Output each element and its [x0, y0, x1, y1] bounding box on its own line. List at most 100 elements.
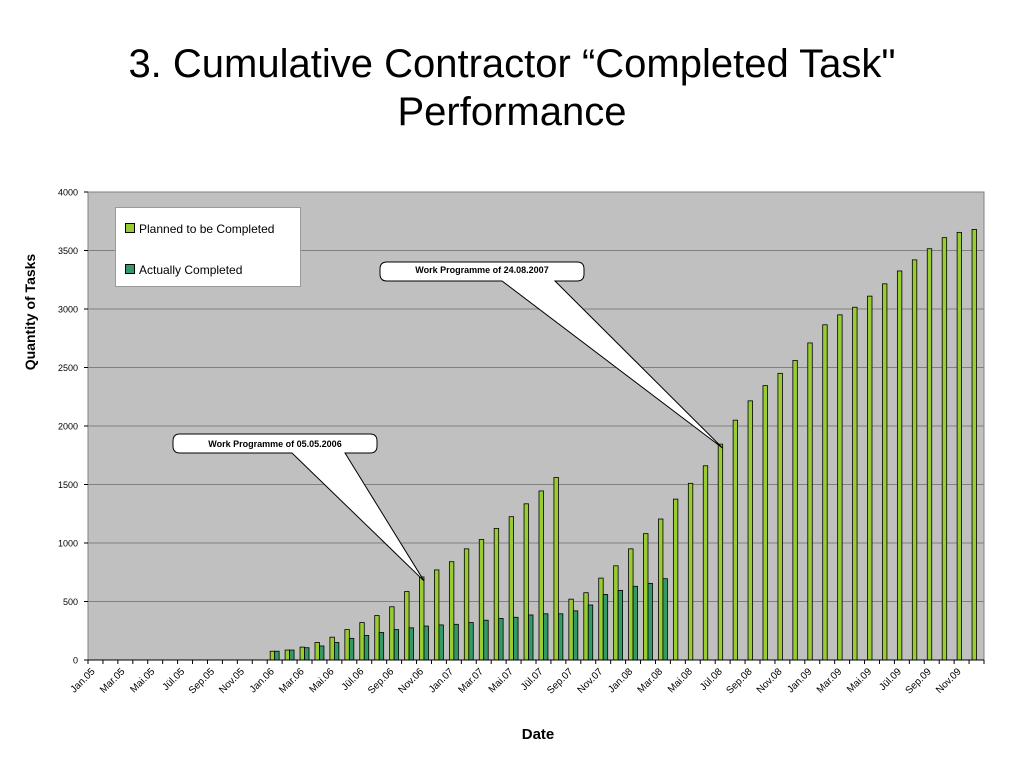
x-tick-label: Sep.07	[545, 666, 575, 696]
x-tick-label: Nov.07	[576, 666, 606, 696]
bar-planned	[643, 533, 649, 661]
bar-planned	[284, 649, 290, 661]
bar-planned	[344, 629, 350, 661]
bar-actual	[378, 632, 385, 661]
bar-planned	[702, 465, 709, 661]
legend-label-actual: Actually Completed	[139, 263, 243, 277]
bar-planned	[911, 259, 918, 661]
bar-actual	[587, 604, 594, 661]
bar-actual	[632, 585, 638, 661]
x-tick-label: Jan.06	[248, 666, 277, 695]
x-tick-label: Jül.07	[519, 666, 546, 693]
x-tick-label: Sep.05	[187, 666, 217, 696]
bar-planned	[404, 591, 410, 661]
title-line-2: Performance	[397, 90, 627, 134]
bar-planned	[956, 231, 962, 661]
legend-label-planned: Planned to be Completed	[139, 222, 275, 236]
x-tick-label: Nov.09	[934, 666, 964, 696]
bar-planned	[926, 248, 933, 661]
x-tick-label: Mai.06	[308, 666, 337, 695]
callout-2007	[379, 261, 724, 449]
legend-item-planned: Planned to be Completed	[125, 222, 274, 236]
bar-actual	[647, 582, 653, 661]
x-tick-label: Mar.06	[277, 666, 307, 696]
bar-actual	[468, 622, 474, 661]
callout-text-2007: Work Programme of 24.08.2007	[415, 265, 549, 275]
legend-swatch-planned	[125, 223, 135, 233]
bar-planned	[598, 577, 604, 661]
bar-actual	[662, 578, 668, 661]
bar-actual	[304, 647, 310, 661]
bar-planned	[687, 482, 694, 661]
bar-actual	[453, 623, 459, 661]
y-tick-label: 500	[63, 597, 78, 607]
bar-planned	[434, 569, 440, 661]
bar-planned	[896, 270, 903, 661]
bar-actual	[393, 629, 400, 661]
x-tick-label: Jül.06	[340, 666, 367, 693]
bar-actual	[572, 610, 579, 661]
y-tick-label: 4000	[58, 188, 78, 198]
x-tick-label: Jan.05	[69, 666, 98, 695]
bar-planned	[329, 636, 335, 661]
bar-planned	[269, 650, 276, 661]
bar-planned	[463, 548, 470, 661]
x-tick-label: Mai.07	[487, 666, 516, 695]
bar-actual	[498, 618, 504, 661]
x-tick-label: Nov.06	[396, 666, 426, 696]
y-tick-label: 1500	[58, 480, 78, 490]
bar-planned	[568, 598, 574, 661]
bar-actual	[408, 627, 414, 661]
callouts	[172, 261, 724, 582]
bar-planned	[852, 306, 858, 661]
bar-planned	[359, 622, 365, 661]
x-tick-label: Nov.05	[217, 666, 247, 696]
y-axis-title: Quantity of Tasks	[22, 253, 38, 371]
y-tick-label: 1000	[58, 539, 78, 549]
bar-planned	[583, 592, 589, 661]
bar-actual	[528, 614, 534, 661]
bar-actual	[274, 650, 280, 661]
bar-planned	[717, 443, 724, 661]
bar-planned	[747, 400, 753, 661]
x-tick-label: Jül.08	[698, 666, 725, 693]
bar-planned	[478, 539, 485, 661]
legend: Planned to be Completed Actually Complet…	[115, 207, 301, 287]
bar-planned	[299, 646, 305, 661]
x-tick-label: Jül.05	[161, 666, 188, 693]
bar-actual	[438, 624, 444, 661]
bar-actual	[363, 635, 370, 661]
x-tick-label: Sep.08	[724, 666, 754, 696]
x-tick-label: Mar.08	[636, 666, 666, 696]
legend-item-actual: Actually Completed	[125, 263, 242, 277]
bar-planned	[672, 498, 679, 661]
bar-actual	[558, 613, 564, 661]
callout-2006	[172, 433, 425, 582]
bar-series	[269, 229, 977, 661]
x-tick-label: Mar.05	[98, 666, 128, 696]
bar-planned	[314, 642, 320, 661]
x-tick-label: Sep.06	[366, 666, 396, 696]
bar-planned	[613, 565, 619, 661]
x-tick-label: Nov.08	[755, 666, 785, 696]
bar-planned	[508, 516, 514, 661]
bar-actual	[602, 594, 609, 661]
bar-planned	[658, 518, 664, 661]
x-tick-label: Mar.09	[815, 666, 845, 696]
bar-planned	[628, 548, 634, 661]
bar-planned	[493, 527, 500, 661]
bar-planned	[448, 561, 455, 661]
x-tick-label: Sep.09	[904, 666, 934, 696]
slide-title: 3. Cumulative Contractor “Completed Task…	[0, 40, 1024, 136]
bar-actual	[348, 637, 355, 661]
bar-actual	[333, 642, 340, 661]
title-line-1: 3. Cumulative Contractor “Completed Task…	[128, 42, 896, 86]
bar-planned	[762, 385, 768, 661]
bar-planned	[374, 615, 380, 661]
bar-planned	[553, 477, 559, 661]
callout-text-2006: Work Programme of 05.05.2006	[208, 439, 342, 449]
bar-actual	[617, 589, 624, 661]
x-tick-label: Jan.07	[427, 666, 456, 695]
bar-planned	[807, 342, 813, 661]
